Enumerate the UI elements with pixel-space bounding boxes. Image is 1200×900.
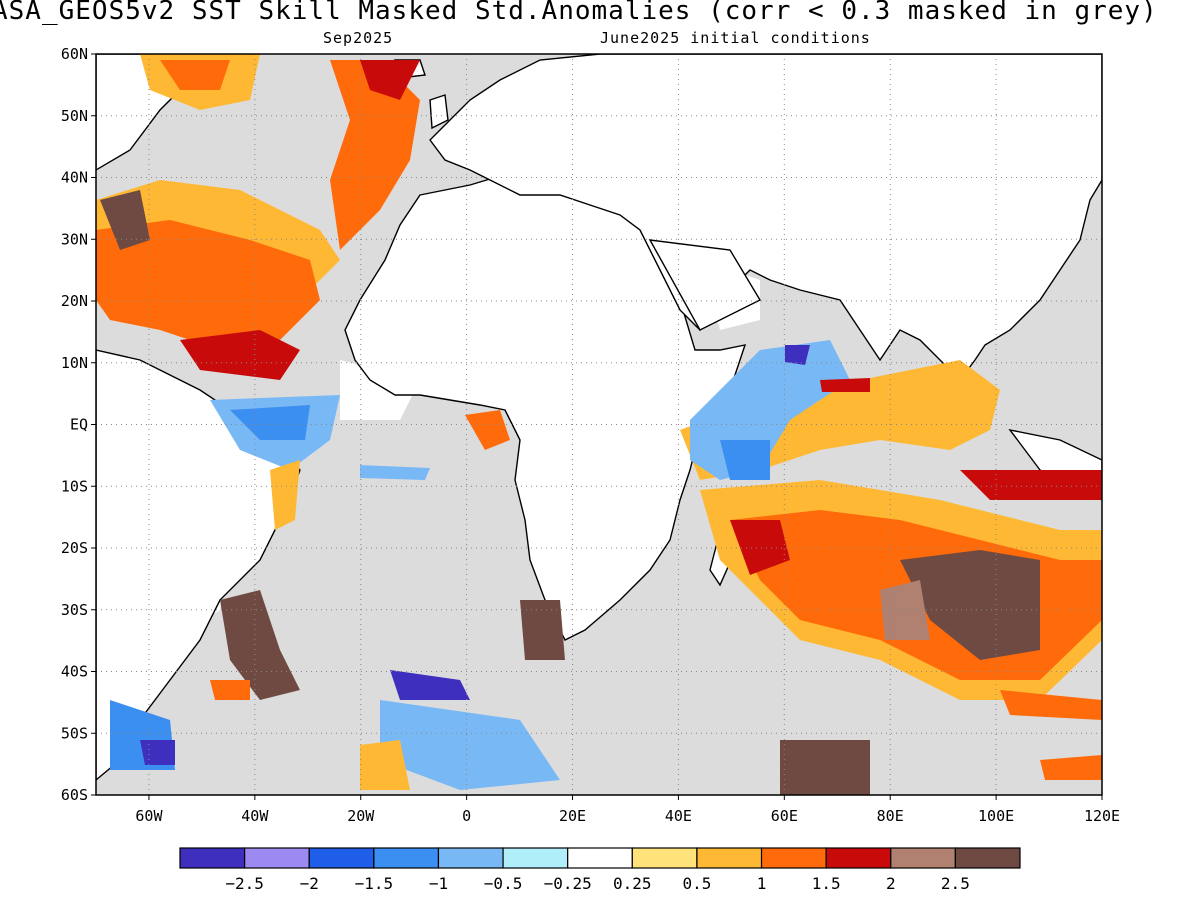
- lat-tick-label: 20S: [61, 539, 88, 557]
- colorbar-label: 1.5: [812, 874, 841, 893]
- colorbar-swatch: [760, 847, 827, 869]
- colorbar-label: −0.25: [544, 874, 592, 893]
- eurasia: [429, 54, 1102, 382]
- colorbar-label: −0.5: [484, 874, 523, 893]
- lon-tick-label: 40E: [665, 807, 692, 825]
- colorbar-swatch: [825, 847, 892, 869]
- colorbar-swatch: [954, 847, 1021, 869]
- map-field: [96, 54, 1102, 795]
- lat-tick-label: 30N: [61, 230, 88, 248]
- colorbar-swatch: [308, 847, 375, 869]
- colorbar-swatch: [437, 847, 504, 869]
- lat-tick-label: EQ: [70, 416, 88, 434]
- colorbar: [179, 847, 1021, 869]
- valid-month: Sep2025: [323, 29, 394, 47]
- lat-tick-label: 40S: [61, 663, 88, 681]
- colorbar-swatch: [373, 847, 440, 869]
- lat-tick-label: 60S: [61, 786, 88, 804]
- colorbar-label: −1.5: [355, 874, 394, 893]
- colorbar-label: 1: [757, 874, 767, 893]
- lat-tick-label: 40N: [61, 169, 88, 187]
- gridlines: [96, 54, 1102, 795]
- lon-tick-label: 120E: [1084, 807, 1120, 825]
- colorbar-swatch: [502, 847, 569, 869]
- latitude-axis: 60N 50N 40N 30N 20N 10N EQ 10S 20S 30S 40S 50S 60S: [61, 45, 96, 804]
- plot-title: ASA_GEOS5v2 SST Skill Masked Std.Anomali…: [0, 0, 1158, 26]
- lat-tick-label: 50S: [61, 724, 88, 742]
- colorbar-labels: −2.5 −2 −1.5 −1 −0.5 −0.25 0.25 0.5 1 1.5 2 2.5: [225, 874, 969, 893]
- colorbar-label: 0.25: [613, 874, 652, 893]
- colorbar-label: −2.5: [225, 874, 264, 893]
- colorbar-label: 2: [886, 874, 896, 893]
- lon-tick-label: 100E: [978, 807, 1014, 825]
- colorbar-swatch: [696, 847, 763, 869]
- lat-tick-label: 10S: [61, 477, 88, 495]
- colorbar-label: 0.5: [682, 874, 711, 893]
- lon-tick-label: 60W: [135, 807, 163, 825]
- lon-tick-label: 60E: [771, 807, 798, 825]
- lat-tick-label: 50N: [61, 107, 88, 125]
- colorbar-swatch: [631, 847, 698, 869]
- initial-conditions: June2025 initial conditions: [600, 29, 871, 47]
- anomaly-field: [96, 54, 1102, 795]
- colorbar-swatch: [244, 847, 310, 869]
- colorbar-swatch: [567, 847, 633, 869]
- lon-tick-label: 40W: [241, 807, 269, 825]
- colorbar-label: −2: [300, 874, 319, 893]
- lat-tick-label: 60N: [61, 45, 88, 63]
- lat-tick-label: 30S: [61, 601, 88, 619]
- colorbar-swatch: [179, 847, 246, 869]
- lon-tick-label: 80E: [877, 807, 904, 825]
- lon-tick-label: 20E: [559, 807, 586, 825]
- lon-tick-label: 20W: [347, 807, 375, 825]
- colorbar-label: 2.5: [941, 874, 970, 893]
- lon-tick-label: 0: [462, 807, 471, 825]
- lat-tick-label: 10N: [61, 354, 88, 372]
- colorbar-swatch: [890, 847, 956, 869]
- longitude-axis: 60W 40W 20W 0 20E 40E 60E 80E 100E 120E: [135, 795, 1120, 825]
- colorbar-label: −1: [429, 874, 448, 893]
- lat-tick-label: 20N: [61, 292, 88, 310]
